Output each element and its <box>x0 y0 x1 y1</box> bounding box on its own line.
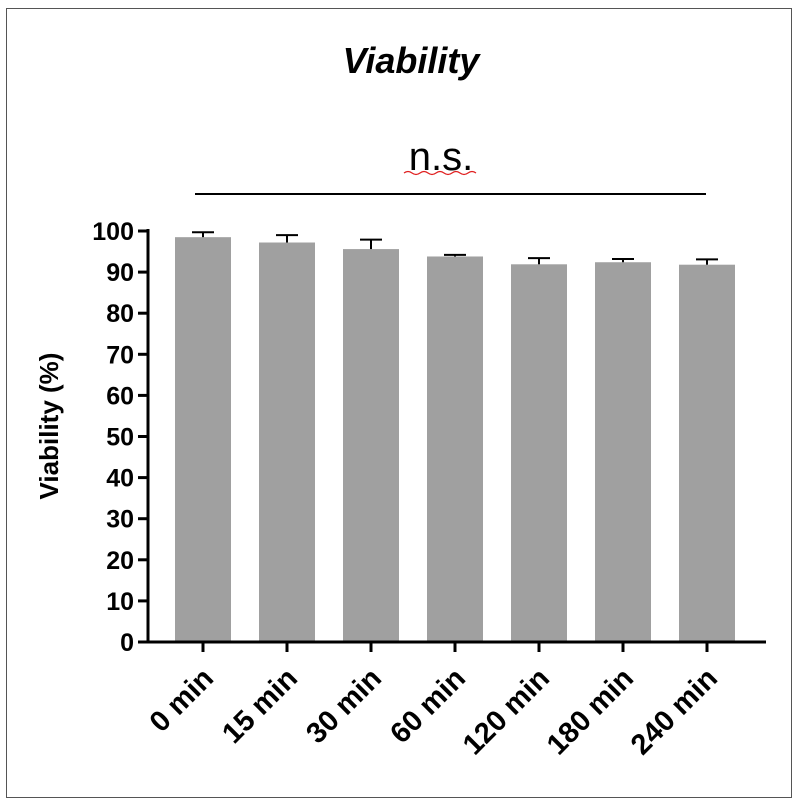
x-tick-label: 30 min <box>300 662 388 750</box>
y-tick-label: 40 <box>106 465 134 493</box>
y-tick-label: 30 <box>106 506 134 534</box>
bar <box>511 264 567 642</box>
spellcheck-underline <box>403 170 477 176</box>
y-tick-label: 70 <box>106 341 134 369</box>
bar <box>175 237 231 643</box>
y-tick-label: 10 <box>106 588 134 616</box>
x-tick-label: 240 min <box>625 662 724 761</box>
bar <box>343 249 399 643</box>
bar <box>259 242 315 642</box>
y-tick-label: 50 <box>106 424 134 452</box>
y-tick-label: 20 <box>106 547 134 575</box>
y-tick-label: 60 <box>106 382 134 410</box>
bar <box>679 264 735 642</box>
x-tick-label: 15 min <box>216 662 304 750</box>
y-tick-label: 0 <box>120 629 134 657</box>
x-tick-label: 0 min <box>144 662 220 738</box>
chart-title: Viability <box>343 40 482 81</box>
y-tick-label: 90 <box>106 259 134 287</box>
significance-label: n.s. <box>409 135 473 179</box>
y-tick-label: 100 <box>92 218 134 246</box>
y-axis-label: Viability (%) <box>34 353 64 500</box>
bar <box>427 256 483 642</box>
x-tick-label: 180 min <box>541 662 640 761</box>
y-tick-label: 80 <box>106 300 134 328</box>
x-tick-label: 120 min <box>457 662 556 761</box>
bar <box>595 262 651 642</box>
